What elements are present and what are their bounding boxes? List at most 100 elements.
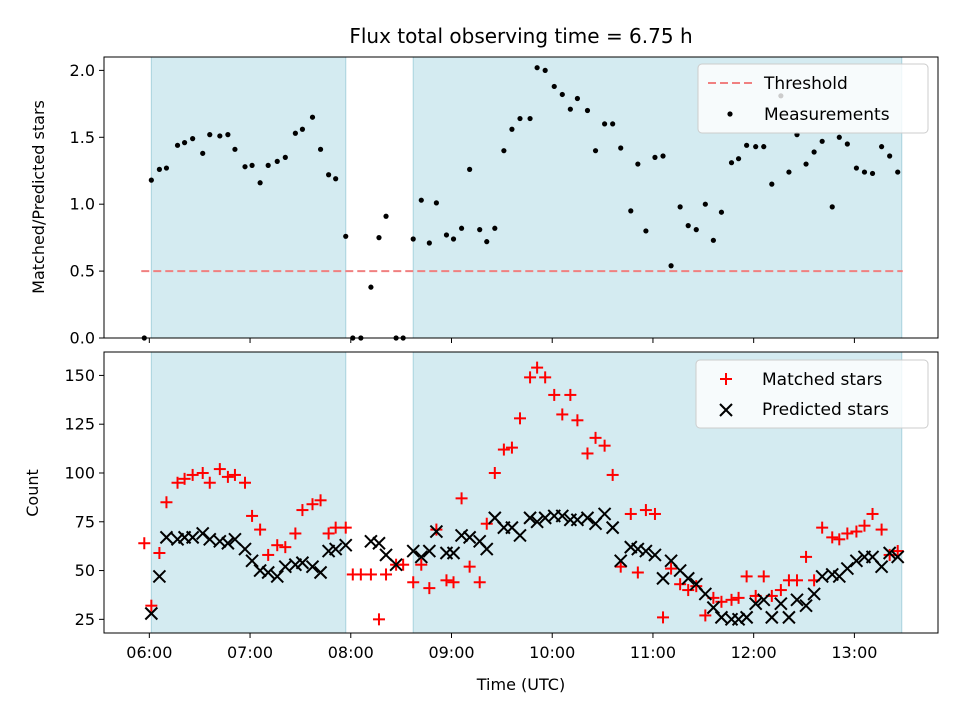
y-tick-label: 1.5 bbox=[70, 128, 95, 147]
measurement-point bbox=[618, 145, 624, 151]
measurement-point bbox=[602, 121, 608, 127]
y-tick-label: 0.5 bbox=[70, 262, 95, 281]
matched-star-point bbox=[690, 580, 703, 593]
predicted-star-point bbox=[849, 554, 864, 568]
chart-title: Flux total observing time = 6.75 h bbox=[349, 24, 692, 48]
matched-star-point bbox=[488, 466, 501, 479]
legend-threshold-label: Threshold bbox=[763, 74, 848, 94]
measurement-point bbox=[418, 197, 424, 203]
matched-star-point bbox=[262, 548, 275, 561]
matched-star-point bbox=[891, 545, 904, 558]
predicted-star-point bbox=[245, 554, 259, 568]
matched-star-point bbox=[841, 527, 854, 540]
predicted-star-point bbox=[305, 559, 320, 574]
measurement-point bbox=[635, 161, 641, 167]
matched-star-point bbox=[674, 578, 687, 591]
predicted-star-point bbox=[364, 534, 378, 548]
predicted-star-point bbox=[739, 610, 754, 625]
matched-star-point bbox=[160, 496, 173, 509]
matched-star-point bbox=[740, 570, 753, 583]
matched-star-point bbox=[556, 408, 569, 421]
measurement-point bbox=[383, 213, 389, 219]
matched-star-point bbox=[548, 388, 561, 401]
matched-star-point bbox=[473, 576, 486, 589]
bottom-axes-frame bbox=[103, 351, 939, 634]
matched-star-point bbox=[239, 476, 252, 489]
measurement-point bbox=[148, 177, 154, 183]
measurement-point bbox=[181, 140, 188, 146]
measurement-point bbox=[274, 158, 280, 164]
matched-star-point bbox=[186, 468, 199, 481]
predicted-star-point bbox=[144, 606, 159, 621]
matched-star-point bbox=[624, 507, 637, 520]
matched-star-point bbox=[513, 412, 526, 425]
observing-window-1 bbox=[151, 57, 346, 338]
measurement-point bbox=[232, 146, 238, 152]
matched-star-point bbox=[138, 537, 151, 550]
measurement-point bbox=[592, 148, 599, 154]
predicted-star-point bbox=[748, 597, 763, 611]
predicted-star-point bbox=[523, 511, 537, 525]
predicted-star-point bbox=[313, 565, 328, 580]
measurement-point bbox=[702, 201, 708, 207]
measurement-point bbox=[299, 126, 306, 132]
measurement-point bbox=[517, 115, 523, 122]
top-axes-frame bbox=[103, 56, 939, 339]
measurement-point bbox=[769, 181, 775, 187]
matched-star-point bbox=[875, 523, 888, 536]
measurement-point bbox=[610, 121, 616, 127]
matched-star-point bbox=[153, 546, 166, 559]
matched-star-point bbox=[800, 550, 813, 563]
x-tick-label: 11:00 bbox=[630, 643, 676, 662]
measurement-point bbox=[803, 161, 809, 167]
matched-star-point bbox=[866, 507, 879, 520]
measurement-point bbox=[343, 233, 349, 239]
matched-star-point bbox=[228, 468, 241, 481]
bottom-y-axis-label: Count bbox=[23, 469, 42, 517]
matched-star-point bbox=[648, 507, 661, 520]
matched-star-point bbox=[639, 504, 652, 517]
x-tick-label: 07:00 bbox=[227, 643, 273, 662]
measurement-point bbox=[811, 149, 817, 155]
predicted-star-point bbox=[422, 544, 437, 558]
measurement-point bbox=[225, 132, 231, 138]
measurement-point bbox=[878, 144, 885, 150]
measurement-point bbox=[844, 141, 850, 147]
predicted-star-point bbox=[278, 559, 293, 574]
measurement-point bbox=[887, 153, 893, 159]
measurement-point bbox=[534, 65, 540, 71]
measurement-point bbox=[559, 91, 565, 98]
bottom-legend-box bbox=[695, 359, 929, 429]
top-panel: 0.00.51.01.52.0 Matched/Predicted stars … bbox=[29, 56, 939, 348]
matched-star-point bbox=[440, 574, 453, 587]
matched-star-point bbox=[826, 531, 839, 544]
measurement-point bbox=[249, 162, 255, 168]
matched-star-point bbox=[589, 431, 602, 444]
measurement-point bbox=[660, 153, 666, 159]
measurement-point bbox=[685, 223, 691, 229]
measurement-point bbox=[861, 169, 868, 175]
measurement-point bbox=[693, 227, 699, 233]
matched-star-point bbox=[145, 599, 158, 612]
bottom-y-axis: 25 50 75 100 125 150 bbox=[64, 366, 104, 629]
measurement-point bbox=[786, 169, 792, 175]
measurement-point bbox=[761, 144, 767, 150]
matched-star-point bbox=[397, 558, 410, 571]
measurement-point bbox=[309, 114, 316, 120]
matched-star-point bbox=[757, 570, 770, 583]
measurement-point bbox=[643, 228, 649, 234]
legend-predicted-swatch bbox=[719, 403, 733, 417]
measurement-point bbox=[458, 225, 465, 231]
legend-matched-swatch bbox=[720, 373, 732, 385]
predicted-star-point bbox=[389, 557, 403, 572]
predicted-star-point bbox=[757, 593, 771, 607]
measurement-point bbox=[368, 284, 374, 290]
matched-star-point bbox=[524, 371, 537, 384]
matched-star-point bbox=[306, 498, 319, 511]
matched-star-point bbox=[571, 414, 584, 427]
predicted-star-point bbox=[261, 565, 275, 580]
x-tick-label: 08:00 bbox=[328, 643, 374, 662]
measurement-point bbox=[895, 169, 901, 175]
matched-stars-series bbox=[138, 361, 904, 626]
